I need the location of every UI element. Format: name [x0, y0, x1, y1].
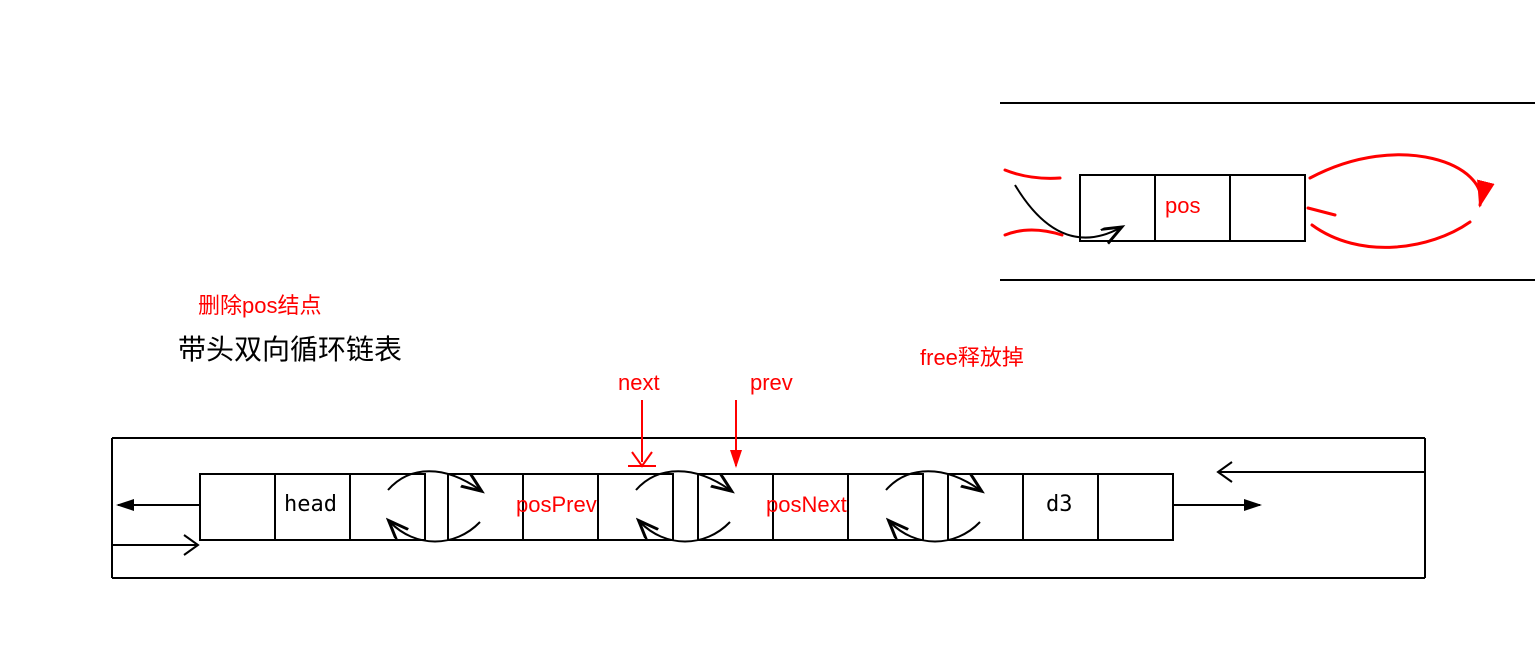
red-scribble-left	[1005, 170, 1062, 235]
next-pointer-arrow	[628, 400, 656, 466]
pos-node-label: pos	[1165, 193, 1200, 219]
red-scribble-right	[1308, 155, 1481, 248]
title-label: 带头双向循环链表	[178, 328, 402, 368]
delete-pos-label: 删除pos结点	[198, 288, 321, 320]
top-pos-region	[1000, 103, 1535, 280]
prev-label: prev	[750, 370, 793, 396]
d3-node-label: d3	[1046, 492, 1073, 517]
next-label: next	[618, 370, 660, 396]
posnext-node-label: posNext	[766, 492, 847, 518]
free-label: free释放掉	[920, 340, 1024, 372]
main-list	[112, 400, 1425, 578]
posprev-node-label: posPrev	[516, 492, 597, 518]
head-node-label: head	[284, 492, 337, 517]
